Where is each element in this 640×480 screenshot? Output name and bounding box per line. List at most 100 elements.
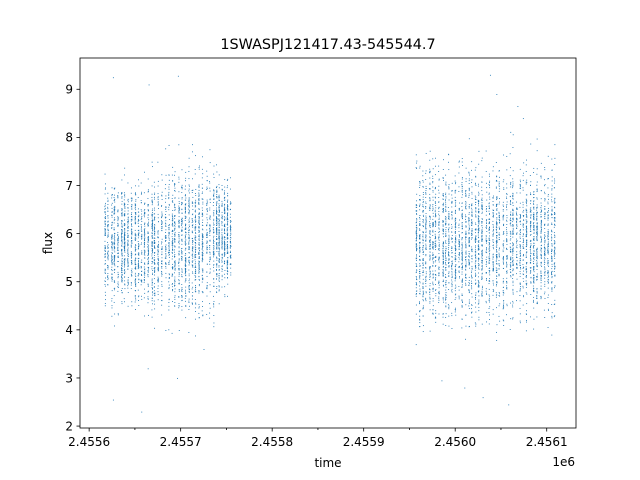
flux-point [135, 276, 137, 277]
flux-point [451, 263, 453, 265]
flux-point [419, 288, 421, 290]
flux-point [151, 233, 153, 235]
flux-point [201, 277, 203, 279]
flux-point [226, 218, 228, 220]
flux-point [141, 270, 143, 272]
flux-point [111, 236, 113, 238]
flux-point [188, 256, 190, 258]
flux-point [157, 288, 159, 289]
flux-point [451, 290, 453, 292]
flux-point [194, 227, 196, 229]
flux-point [185, 171, 187, 173]
flux-point [188, 206, 190, 208]
flux-point [107, 221, 109, 222]
flux-point [432, 241, 434, 243]
flux-point [459, 276, 460, 278]
flux-point [124, 243, 126, 244]
flux-point [221, 246, 223, 248]
flux-point [192, 239, 194, 241]
flux-point [137, 263, 139, 265]
flux-point [124, 203, 126, 205]
flux-point [127, 228, 129, 229]
flux-point [425, 215, 427, 217]
flux-point [107, 206, 109, 208]
flux-point [455, 264, 457, 266]
flux-point [451, 272, 453, 274]
flux-point [454, 275, 456, 276]
flux-point [189, 285, 190, 286]
flux-point [107, 217, 109, 219]
flux-point [216, 269, 217, 271]
flux-point [201, 212, 203, 214]
flux-point [194, 253, 196, 255]
flux-point [178, 275, 180, 277]
flux-point [438, 248, 440, 250]
flux-point [434, 243, 436, 245]
flux-point [165, 174, 167, 176]
flux-point [218, 262, 220, 263]
flux-point [111, 227, 113, 228]
flux-point [157, 263, 159, 265]
flux-point [212, 250, 214, 252]
flux-point [172, 266, 174, 268]
flux-point [161, 174, 163, 176]
flux-point [216, 202, 218, 204]
flux-point [113, 241, 115, 243]
flux-point [206, 288, 208, 290]
flux-point [121, 245, 123, 247]
flux-point [221, 279, 223, 281]
flux-point [227, 277, 228, 279]
flux-point [157, 254, 159, 256]
flux-point [174, 222, 175, 224]
flux-point [141, 230, 143, 232]
flux-point [435, 245, 437, 247]
flux-point [114, 259, 116, 261]
flux-point [174, 239, 176, 241]
flux-point [432, 158, 434, 160]
flux-point [131, 263, 133, 265]
flux-point [148, 245, 150, 247]
flux-point [143, 228, 145, 230]
flux-point [153, 259, 155, 261]
flux-point [202, 236, 204, 238]
flux-point [117, 266, 119, 268]
flux-point [140, 284, 142, 286]
flux-point [465, 338, 467, 340]
flux-point [443, 208, 444, 209]
flux-point [451, 224, 453, 226]
flux-point [461, 177, 463, 178]
flux-point [461, 257, 463, 259]
flux-point [451, 276, 453, 278]
flux-point [201, 183, 203, 185]
flux-point [171, 174, 173, 176]
flux-point [172, 242, 174, 244]
flux-point [454, 224, 456, 226]
flux-point [216, 227, 217, 229]
flux-point [185, 209, 186, 211]
flux-point [123, 259, 125, 261]
flux-point [188, 241, 190, 243]
flux-point [475, 235, 477, 237]
flux-point [195, 267, 197, 268]
flux-point [451, 182, 453, 184]
flux-point [221, 235, 223, 237]
flux-point [134, 229, 136, 231]
flux-point [218, 279, 220, 281]
flux-point [121, 274, 123, 276]
flux-point [157, 291, 159, 293]
flux-point [448, 245, 450, 246]
flux-point [425, 280, 427, 282]
flux-point [474, 198, 476, 200]
flux-point [422, 267, 424, 269]
flux-point [227, 257, 229, 258]
flux-point [144, 273, 146, 275]
flux-point [422, 274, 424, 276]
flux-point [127, 256, 129, 258]
flux-point [438, 274, 440, 276]
flux-point [198, 218, 200, 220]
flux-point [445, 274, 447, 276]
flux-point [230, 227, 231, 229]
flux-point [454, 255, 456, 256]
flux-point [461, 242, 463, 244]
flux-point [113, 242, 115, 244]
